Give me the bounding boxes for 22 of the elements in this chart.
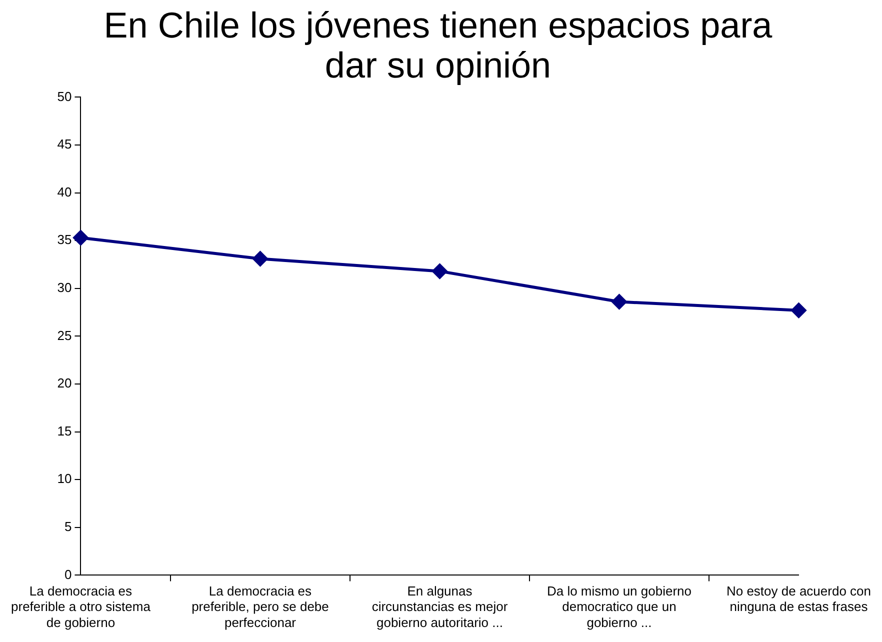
x-tick-label: La democracia es preferible a otro sistema de gobierno [11, 584, 152, 630]
point [432, 264, 448, 279]
point [252, 251, 268, 266]
y-tick-label: 35 [57, 232, 72, 248]
point [612, 294, 627, 310]
x-tick-label: La democracia es preferible, pero se debe perfeccionar [192, 584, 329, 630]
y-tick-label: 10 [57, 471, 72, 486]
y-tick-label: 30 [57, 280, 72, 295]
y-tick-label: 20 [57, 376, 72, 391]
y-tick-label: 40 [57, 184, 72, 200]
x-tick-label: En algunas circunstancias es mejor gobierno autoritario ... [372, 584, 508, 630]
y-tick-label: 15 [57, 423, 72, 438]
x-tick-label: Da lo mismo un gobierno democratico que un gobierno ... [546, 584, 692, 630]
y-tick-label: 25 [57, 328, 72, 343]
point [791, 302, 806, 318]
chart-title: En Chile los jóvenes tienen espacios para dar su opinión [104, 4, 774, 86]
y-tick-label: 45 [57, 136, 72, 152]
y-tick-label: 5 [64, 518, 72, 534]
x-tick-label: No estoy de acuerdo con ninguna de estas frases [726, 584, 872, 614]
y-tick-label: 0 [64, 566, 72, 582]
y-tick-label: 50 [57, 88, 72, 104]
point [73, 230, 88, 246]
